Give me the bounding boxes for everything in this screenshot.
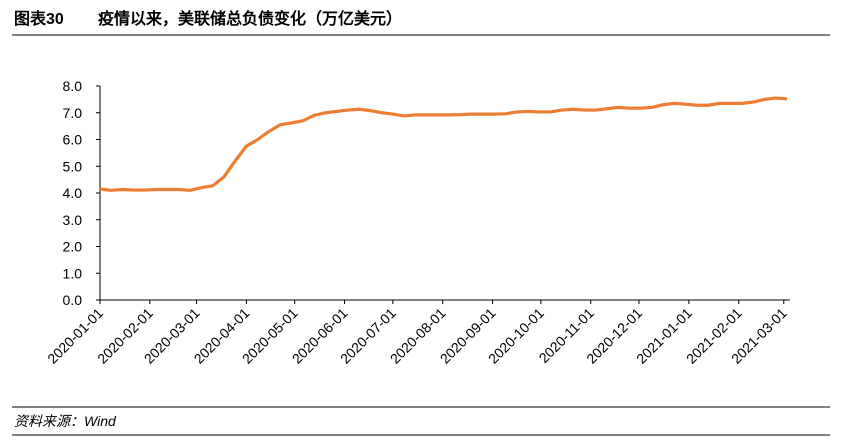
y-tick-label: 7.0 <box>63 105 83 121</box>
y-tick-label: 5.0 <box>63 158 83 174</box>
y-tick-label: 0.0 <box>63 292 83 308</box>
y-tick-label: 6.0 <box>63 132 83 148</box>
figure-number: 图表30 <box>14 9 64 28</box>
data-line <box>99 96 788 192</box>
y-tick-label: 8.0 <box>63 78 83 94</box>
y-tick-label: 3.0 <box>63 212 83 228</box>
chart-title: 疫情以来，美联储总负债变化（万亿美元） <box>98 9 402 28</box>
source: 资料来源：Wind <box>14 413 117 429</box>
y-tick-label: 1.0 <box>63 265 83 281</box>
y-tick-label: 2.0 <box>63 239 83 255</box>
y-tick-label: 4.0 <box>63 185 83 201</box>
